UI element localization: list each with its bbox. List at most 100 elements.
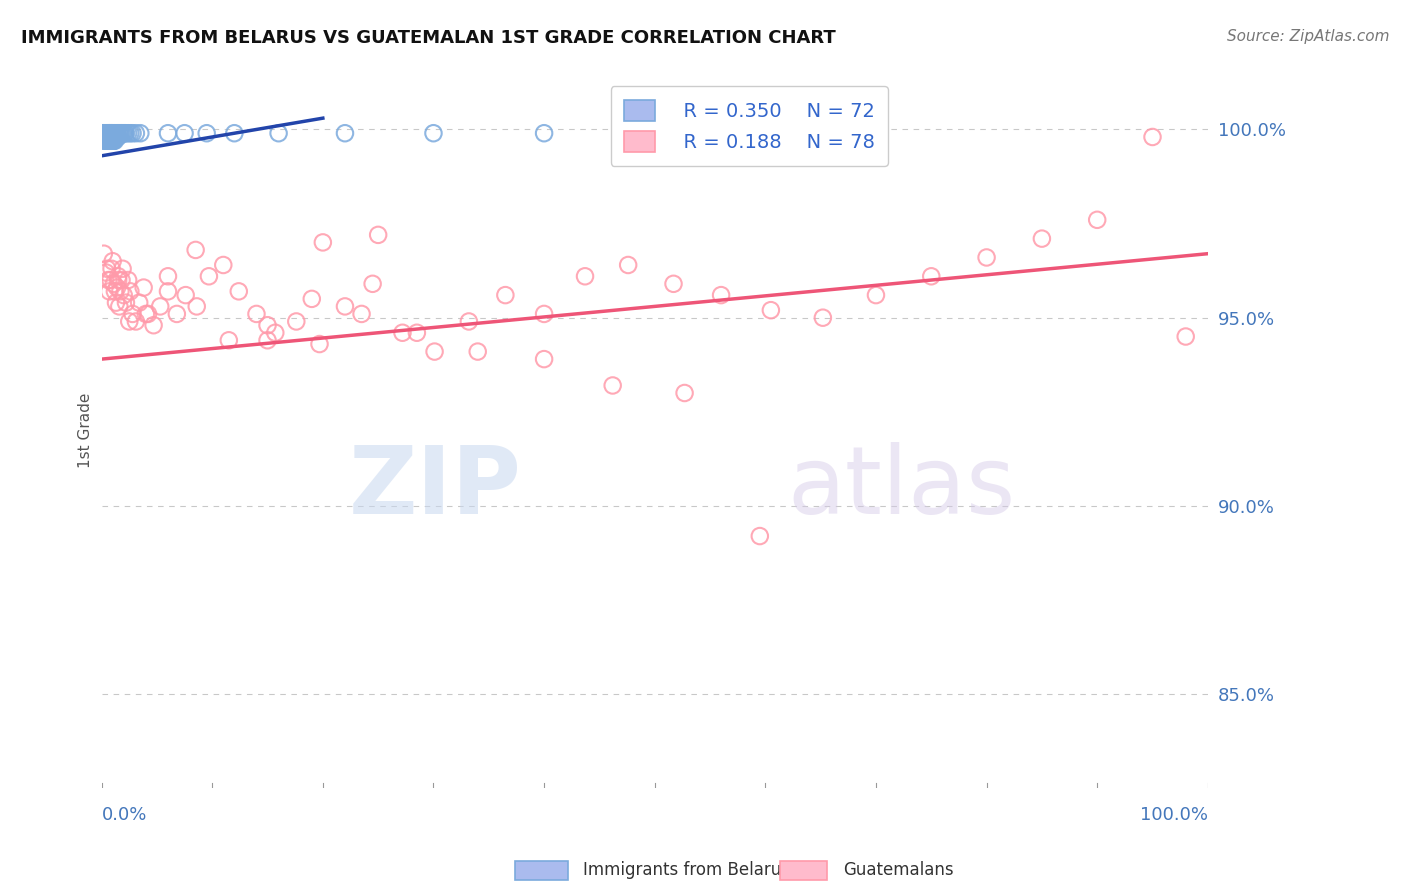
Point — [105, 126, 128, 140]
Point — [103, 130, 125, 145]
Point — [97, 134, 120, 148]
Point — [759, 303, 782, 318]
Point — [97, 130, 120, 145]
Point — [308, 337, 330, 351]
Point — [218, 333, 240, 347]
Point — [405, 326, 427, 340]
Point — [104, 126, 127, 140]
Point — [97, 273, 120, 287]
Point — [212, 258, 235, 272]
Point — [748, 529, 770, 543]
Point — [125, 314, 148, 328]
Point — [104, 295, 127, 310]
Point — [173, 126, 195, 140]
Point — [115, 295, 138, 310]
Point — [101, 126, 124, 140]
Point — [135, 307, 157, 321]
Point — [617, 258, 640, 272]
Point — [149, 300, 172, 314]
Point — [574, 269, 596, 284]
Point — [1031, 232, 1053, 246]
Point — [100, 134, 122, 148]
Point — [94, 134, 117, 148]
Point — [96, 134, 118, 148]
Point — [117, 273, 139, 287]
Point — [97, 134, 120, 148]
Point — [93, 126, 115, 140]
Point — [98, 126, 121, 140]
Point — [101, 134, 124, 148]
Point — [129, 126, 152, 140]
Point — [96, 130, 118, 145]
Point — [285, 314, 308, 328]
Point — [96, 126, 118, 140]
Point — [166, 307, 188, 321]
Point — [91, 126, 114, 140]
Point — [333, 300, 356, 314]
Point — [104, 134, 127, 148]
Point — [533, 307, 555, 321]
Point — [333, 126, 356, 140]
Point — [110, 273, 132, 287]
Point — [104, 126, 127, 140]
Point — [104, 130, 127, 145]
Point — [100, 126, 122, 140]
Point — [93, 246, 115, 260]
Text: atlas: atlas — [787, 442, 1015, 534]
Point — [128, 295, 150, 310]
Point — [94, 126, 117, 140]
Point — [110, 126, 132, 140]
Point — [132, 280, 155, 294]
Point — [301, 292, 323, 306]
Point — [224, 126, 246, 140]
Point — [121, 126, 143, 140]
Point — [228, 285, 250, 299]
Point — [662, 277, 685, 291]
Point — [174, 288, 197, 302]
Point — [98, 126, 121, 140]
Point — [533, 126, 555, 140]
Text: Guatemalans: Guatemalans — [844, 861, 955, 879]
Point — [104, 285, 127, 299]
Point — [94, 266, 117, 280]
Point — [1142, 130, 1164, 145]
Point — [107, 269, 129, 284]
Point — [111, 126, 134, 140]
Point — [94, 126, 117, 140]
Point — [865, 288, 887, 302]
Point — [120, 285, 142, 299]
Point — [103, 134, 125, 148]
Point — [107, 130, 129, 145]
Point — [117, 126, 139, 140]
Point — [245, 307, 267, 321]
Point — [105, 130, 128, 145]
Point — [156, 126, 179, 140]
Point — [1174, 329, 1197, 343]
Point — [710, 288, 733, 302]
Point — [422, 126, 444, 140]
Point — [467, 344, 489, 359]
Point — [94, 134, 117, 148]
Point — [423, 344, 446, 359]
Point — [494, 288, 516, 302]
Point — [673, 386, 696, 401]
Text: IMMIGRANTS FROM BELARUS VS GUATEMALAN 1ST GRADE CORRELATION CHART: IMMIGRANTS FROM BELARUS VS GUATEMALAN 1S… — [21, 29, 835, 46]
Point — [108, 126, 131, 140]
Point — [118, 314, 141, 328]
Point — [100, 126, 122, 140]
Point — [98, 134, 121, 148]
Point — [98, 134, 121, 148]
Point — [367, 227, 389, 242]
Point — [136, 307, 159, 321]
Point — [93, 130, 115, 145]
Point — [156, 269, 179, 284]
Point — [198, 269, 221, 284]
Point — [100, 134, 122, 148]
Point — [100, 130, 122, 145]
Point — [104, 130, 127, 145]
Point — [93, 134, 115, 148]
Legend:   R = 0.350    N = 72,   R = 0.188    N = 78: R = 0.350 N = 72, R = 0.188 N = 78 — [610, 87, 889, 166]
Point — [96, 134, 118, 148]
Point — [156, 285, 179, 299]
Point — [457, 314, 479, 328]
